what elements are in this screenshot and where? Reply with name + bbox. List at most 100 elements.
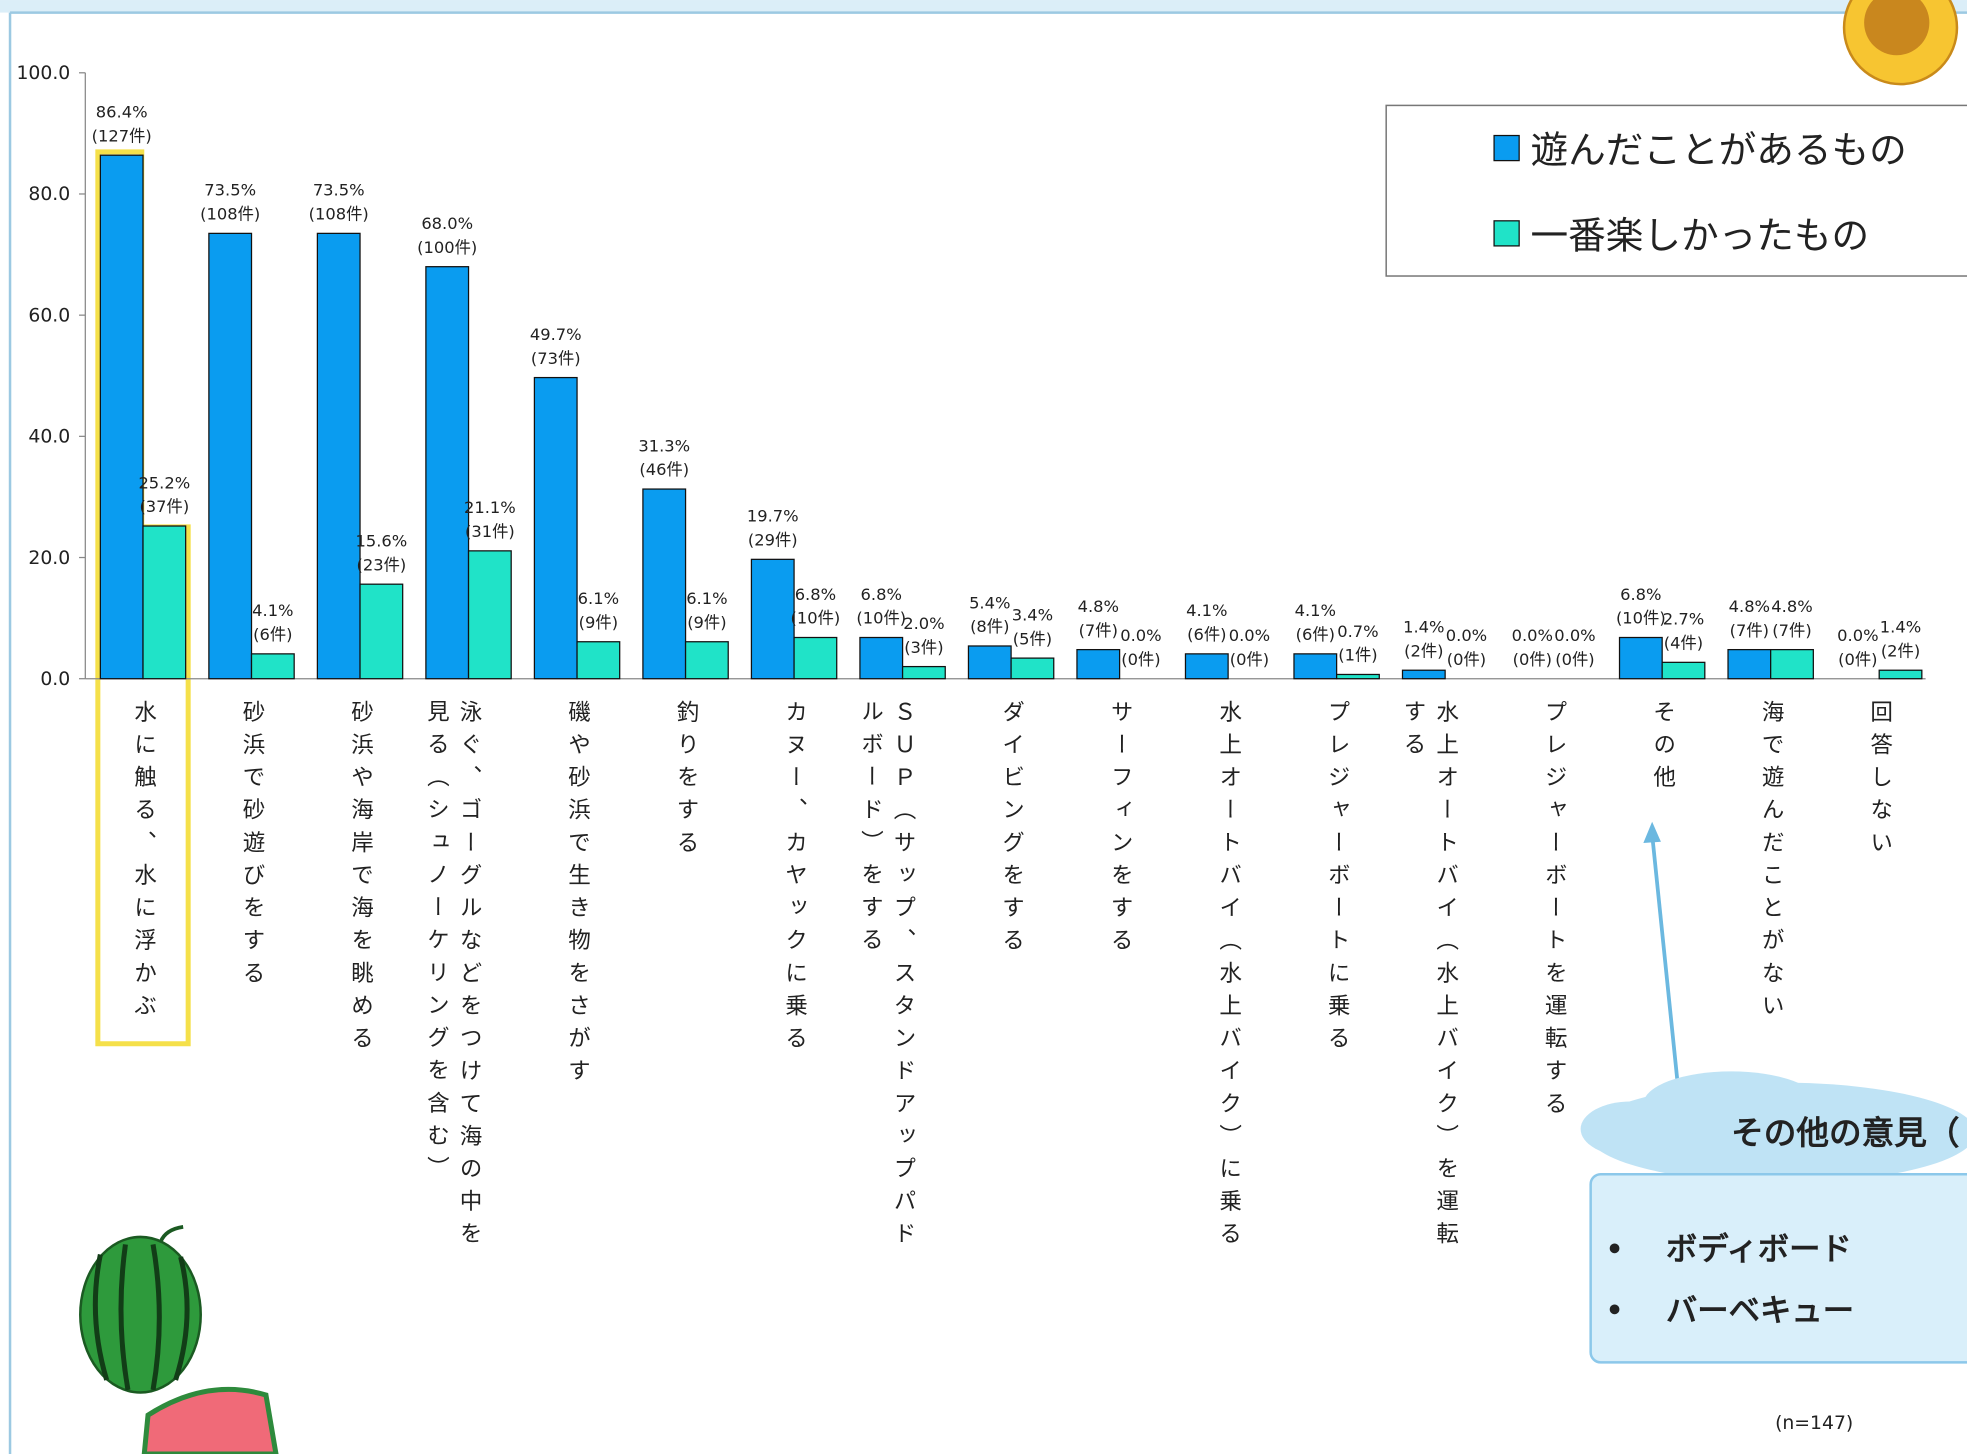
bar [576, 641, 621, 680]
bar [1661, 661, 1706, 680]
value-label: 4.8% [1729, 597, 1770, 616]
legend-label: 遊んだことがあるもの [1530, 128, 1906, 172]
x-tick-label: 水に触る、水に浮かぶ [130, 700, 156, 1026]
value-label: 21.1% [464, 498, 516, 517]
count-label: (0件) [1230, 650, 1269, 669]
x-tick-label: 砂浜で砂遊びをする [239, 700, 265, 994]
bar [250, 653, 295, 680]
arrow [1650, 834, 1681, 1092]
y-tick-label: 0.0 [40, 669, 70, 690]
count-label: (37件) [139, 497, 189, 516]
highlight [95, 149, 191, 1047]
value-label: 86.4% [96, 103, 148, 122]
x-tick-label: ＳＵＰ（サップ、スタンドアップパドルボード）をする [857, 700, 916, 1254]
count-label: (73件) [531, 349, 581, 368]
x-tick-label: 回答しない [1866, 700, 1892, 863]
cloud [1643, 1071, 1819, 1137]
y-tick-label: 60.0 [28, 305, 70, 326]
legend-swatch [1493, 134, 1520, 162]
value-label: 3.4% [1012, 605, 1053, 624]
x-tick-label-line: その他 [1649, 700, 1675, 798]
value-label: 2.0% [903, 614, 944, 633]
value-label: 0.0% [1229, 626, 1270, 645]
x-tick-label: ダイビングをする [998, 700, 1024, 961]
value-label: 4.1% [1295, 601, 1336, 620]
x-tick-label: 釣りをする [673, 700, 699, 863]
x-tick-label: プレジャーボートに乗る [1324, 700, 1350, 1059]
callout-item: ボディボード [1666, 1231, 1852, 1268]
count-label: (4件) [1664, 634, 1703, 653]
count-label: (10件) [1616, 609, 1666, 628]
value-label: 6.8% [861, 585, 902, 604]
bar [1401, 669, 1446, 680]
count-label: (31件) [465, 522, 515, 541]
top-band [0, 0, 1967, 13]
bar [142, 525, 187, 680]
x-tick-label-line: 見る（シュノーケリングを含む） [423, 700, 449, 1189]
x-tick-label-line: する [1400, 700, 1426, 765]
callout-title: その他の意見（ [1731, 1114, 1959, 1152]
count-label: (1件) [1338, 646, 1377, 665]
bullet: • [1606, 1232, 1624, 1265]
value-label: 49.7% [530, 325, 582, 344]
bar [467, 550, 512, 680]
value-label: 2.7% [1663, 610, 1704, 629]
value-label: 68.0% [421, 214, 473, 233]
x-tick-label-line: プレジャーボートに乗る [1324, 700, 1350, 1059]
x-tick-label: サーフィンをする [1107, 700, 1133, 961]
x-tick-label: 砂浜や海岸で海を眺める [347, 700, 373, 1059]
bar [1336, 673, 1380, 680]
value-label: 4.8% [1771, 597, 1812, 616]
value-label: 6.8% [1620, 585, 1661, 604]
x-tick-label-line: 海で遊んだことがない [1758, 700, 1784, 1026]
count-label: (6件) [1296, 625, 1335, 644]
legend-box [1385, 104, 1967, 277]
x-tick-label: プレジャーボートを運転する [1541, 700, 1567, 1124]
x-tick-label: 泳ぐ、ゴーグルなどをつけて海の中を見る（シュノーケリングを含む） [423, 700, 482, 1255]
x-tick-label-line: 磯や砂浜で生き物をさがす [564, 700, 590, 1092]
bar [642, 488, 687, 680]
bar [99, 154, 144, 680]
y-tick-label: 100.0 [16, 63, 70, 84]
x-tick-label-line: 砂浜や海岸で海を眺める [347, 700, 373, 1059]
value-label: 0.0% [1837, 626, 1878, 645]
value-label: 73.5% [313, 181, 365, 200]
value-label: 0.0% [1446, 626, 1487, 645]
value-label: 73.5% [204, 181, 256, 200]
count-label: (10件) [791, 609, 841, 628]
count-label: (0件) [1838, 650, 1877, 669]
count-label: (6件) [253, 625, 292, 644]
x-tick-label-line: 釣りをする [673, 700, 699, 863]
value-label: 6.1% [578, 589, 619, 608]
count-label: (108件) [200, 205, 260, 224]
bar [859, 636, 904, 680]
bar [684, 641, 729, 680]
count-label: (8件) [970, 617, 1009, 636]
x-tick-label: カヌー、カヤックに乗る [781, 700, 807, 1059]
bar [750, 558, 795, 680]
count-label: (9件) [687, 613, 726, 632]
x-tick-label-line: サーフィンをする [1107, 700, 1133, 961]
bar [1618, 636, 1663, 680]
callout-box [1589, 1172, 1967, 1364]
value-label: 4.1% [252, 601, 293, 620]
watermelon [79, 1225, 279, 1454]
value-label: 6.8% [795, 585, 836, 604]
bar [1770, 648, 1814, 680]
y-tick-label: 40.0 [28, 427, 70, 448]
y-tick-label: 80.0 [28, 184, 70, 205]
value-label: 4.8% [1078, 597, 1119, 616]
bar [208, 232, 253, 680]
x-tick-label-line: 砂浜で砂遊びをする [239, 700, 265, 994]
note: (n=147) [1775, 1413, 1853, 1434]
callout-item: バーベキュー [1666, 1293, 1854, 1329]
y-tick-label: 20.0 [28, 548, 70, 569]
x-tick-label: 海で遊んだことがない [1758, 700, 1784, 1026]
value-label: 1.4% [1880, 618, 1921, 637]
count-label: (100件) [417, 238, 477, 257]
count-label: (5件) [1013, 629, 1052, 648]
bar [533, 376, 578, 680]
x-tick-label: 水上オートバイ（水上バイク）に乗る [1215, 700, 1241, 1255]
